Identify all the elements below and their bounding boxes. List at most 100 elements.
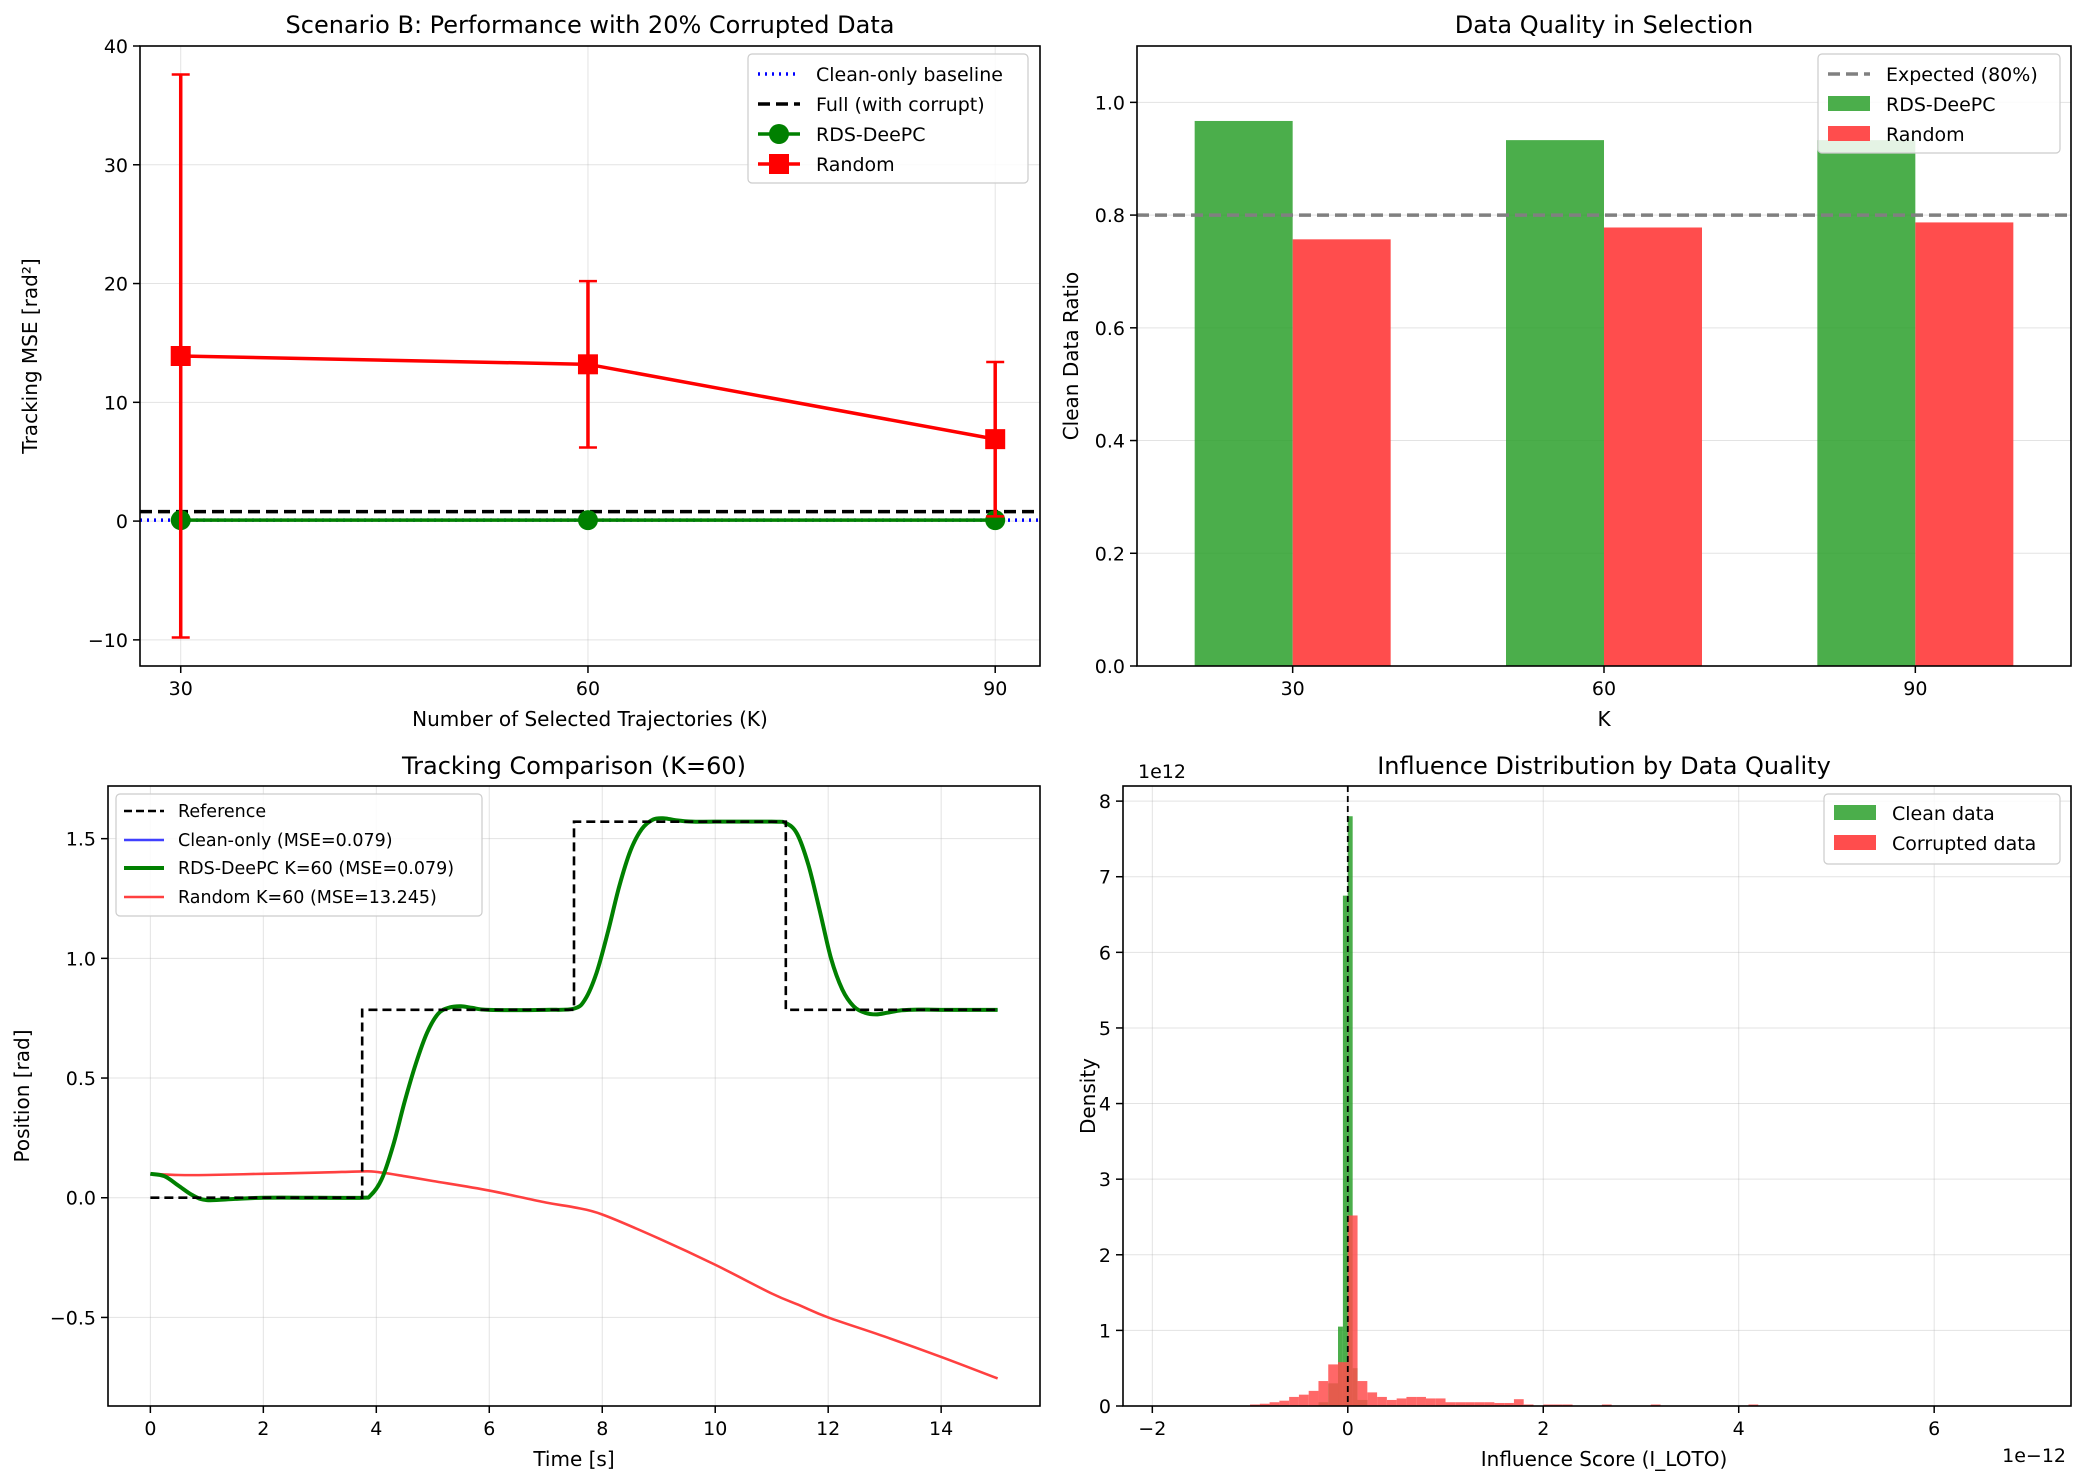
p4-bar-corrupted: [1318, 1381, 1329, 1406]
p4-marks: [1250, 786, 1759, 1406]
p4-ytick-label: 8: [1099, 791, 1111, 813]
p4-bar-corrupted: [1504, 1402, 1514, 1406]
p3-xtick-label: 2: [257, 1418, 269, 1440]
p2-ytick-label: 1.0: [1095, 92, 1125, 114]
p1-ytick-label: 0: [116, 511, 128, 533]
p1-legend-marker-random: [769, 154, 789, 174]
p4-xtick-label: 6: [1928, 1418, 1940, 1440]
p3-legend-label-clean: Clean-only (MSE=0.079): [178, 831, 393, 851]
p3-xtick-label: 8: [596, 1418, 608, 1440]
p2-ytick-label: 0.0: [1095, 656, 1125, 678]
p3-series-random: [150, 1169, 999, 1380]
p2-ytick-label: 0.8: [1095, 205, 1125, 227]
p3-ytick-label: 1.5: [66, 829, 96, 851]
p3-xlabel: Time [s]: [532, 1447, 614, 1471]
p4-bar-corrupted: [1416, 1396, 1426, 1406]
p4-legend-label-corrupted: Corrupted data: [1892, 833, 2036, 855]
p4-x-offset-label: 1e−12: [2002, 1445, 2066, 1467]
p3-ylabel: Position [rad]: [10, 1029, 34, 1162]
p4-bar-corrupted: [1269, 1402, 1280, 1406]
p3-xtick-label: 12: [816, 1418, 840, 1440]
p4-bar-corrupted: [1455, 1402, 1466, 1406]
p4-grid: [1123, 786, 2071, 1407]
p2-xtick-label: 60: [1592, 678, 1616, 700]
p2-bar-rds: [1817, 140, 1916, 667]
p1-legend-label-random: Random: [816, 154, 895, 176]
p4-legend-label-clean: Clean data: [1892, 803, 1995, 825]
p2-legend-label-expected: Expected (80%): [1886, 64, 2038, 86]
p4-y-offset-label: 1e12: [1138, 761, 1186, 783]
p2-xlabel: K: [1597, 707, 1611, 731]
p3-axes-frame: [107, 785, 1041, 1407]
p4-bar-corrupted: [1435, 1398, 1446, 1406]
p2-bar-random: [1915, 222, 2014, 666]
p1-legend-box: [747, 53, 1029, 184]
p3-ytick-label: 0.5: [66, 1068, 96, 1090]
p1-ytick-label: 20: [104, 274, 128, 296]
p1-point-rds: [577, 510, 598, 531]
p4-legend-box: [1823, 793, 2061, 865]
p4-ytick-label: 6: [1099, 942, 1111, 964]
p4-bar-corrupted: [1347, 1215, 1358, 1406]
p2-legend-swatch-random: [1828, 126, 1870, 141]
p3-legend-label-reference: Reference: [178, 802, 266, 822]
p3-series-rds: [150, 816, 998, 1203]
p3-xtick-label: 4: [370, 1418, 382, 1440]
p2-xtick-label: 30: [1281, 678, 1305, 700]
p4-bar-clean: [1342, 895, 1348, 1406]
p4-bar-corrupted: [1425, 1398, 1436, 1406]
p1-xlabel: Number of Selected Trajectories (K): [412, 707, 768, 731]
p2-legend-label-rds: RDS-DeePC: [1886, 94, 1995, 116]
p1-title: Scenario B: Performance with 20% Corrupt…: [286, 11, 895, 39]
p4-ytick-label: 0: [1099, 1396, 1111, 1418]
p2-legend-swatch-rds: [1828, 96, 1870, 111]
p4-bar-corrupted: [1396, 1398, 1407, 1406]
p3-ticks: 0 2 4 6 8 10 12 14 −0.5 0.0 0.5 1.0 1.5: [50, 829, 953, 1440]
p4-bar-corrupted: [1367, 1392, 1378, 1406]
p2-title: Data Quality in Selection: [1455, 11, 1753, 39]
panel-influence-histogram: −2 0 2 4 6 0 1 2 3 4 5 6 7 8 Influence Distribution b…: [1076, 752, 2072, 1471]
panel-clean-ratio: 0.0 0.2 0.4 0.6 0.8 1.0 30 60 90 Data Quality in…: [1059, 11, 2072, 731]
p4-bar-corrupted: [1338, 1362, 1348, 1406]
p4-title: Influence Distribution by Data Quality: [1377, 752, 1831, 780]
p4-legend: Clean data Corrupted data: [1823, 793, 2061, 865]
p4-bar-corrupted: [1259, 1403, 1270, 1406]
p2-xtick-label: 90: [1903, 678, 1927, 700]
p4-ytick-label: 1: [1099, 1320, 1111, 1342]
p4-bar-corrupted: [1513, 1399, 1524, 1406]
p2-bar-random: [1604, 227, 1702, 666]
p2-ytick-label: 0.2: [1095, 543, 1125, 565]
p1-marks: [140, 73, 1040, 639]
p4-ytick-label: 3: [1099, 1169, 1111, 1191]
p2-ytick-label: 0.4: [1095, 431, 1125, 453]
p3-xtick-label: 0: [144, 1418, 156, 1440]
p3-xtick-label: 10: [703, 1418, 727, 1440]
p1-point-random: [985, 429, 1006, 450]
p3-legend: Reference Clean-only (MSE=0.079) RDS-Dee…: [115, 793, 483, 917]
p4-ticks: −2 0 2 4 6 0 1 2 3 4 5 6 7 8: [1099, 791, 1940, 1440]
p4-ytick-label: 2: [1099, 1245, 1111, 1267]
p3-xtick-label: 6: [483, 1418, 495, 1440]
p2-ytick-label: 0.6: [1095, 318, 1125, 340]
p3-ytick-label: 1.0: [66, 948, 96, 970]
p3-ytick-label: 0.0: [66, 1188, 96, 1210]
p3-legend-label-rds: RDS-DeePC K=60 (MSE=0.079): [178, 859, 454, 879]
p4-legend-swatch-clean: [1834, 805, 1876, 820]
p4-legend-swatch-corrupted: [1834, 835, 1876, 850]
panel-mse-vs-k: 30 60 90 −10 0 10 20 30 40 Scenario B: Performan…: [18, 11, 1041, 731]
p2-legend: Expected (80%) RDS-DeePC Random: [1817, 53, 2061, 154]
p4-xtick-label: 4: [1733, 1418, 1745, 1440]
p4-axes-frame: [1122, 785, 2072, 1407]
p4-bar-clean: [1347, 816, 1353, 1406]
p3-ytick-label: −0.5: [50, 1307, 96, 1329]
p2-bar-random: [1292, 239, 1391, 666]
p2-ylabel: Clean Data Ratio: [1059, 272, 1083, 441]
p4-bar-corrupted: [1377, 1396, 1387, 1406]
p4-bar-corrupted: [1279, 1400, 1290, 1406]
p4-xtick-label: −2: [1138, 1418, 1166, 1440]
p4-bar-corrupted: [1494, 1402, 1505, 1406]
p2-legend-box: [1817, 53, 2061, 154]
p2-marks: [1137, 120, 2071, 667]
p4-bar-corrupted: [1289, 1396, 1299, 1406]
p2-bar-rds: [1194, 120, 1293, 667]
